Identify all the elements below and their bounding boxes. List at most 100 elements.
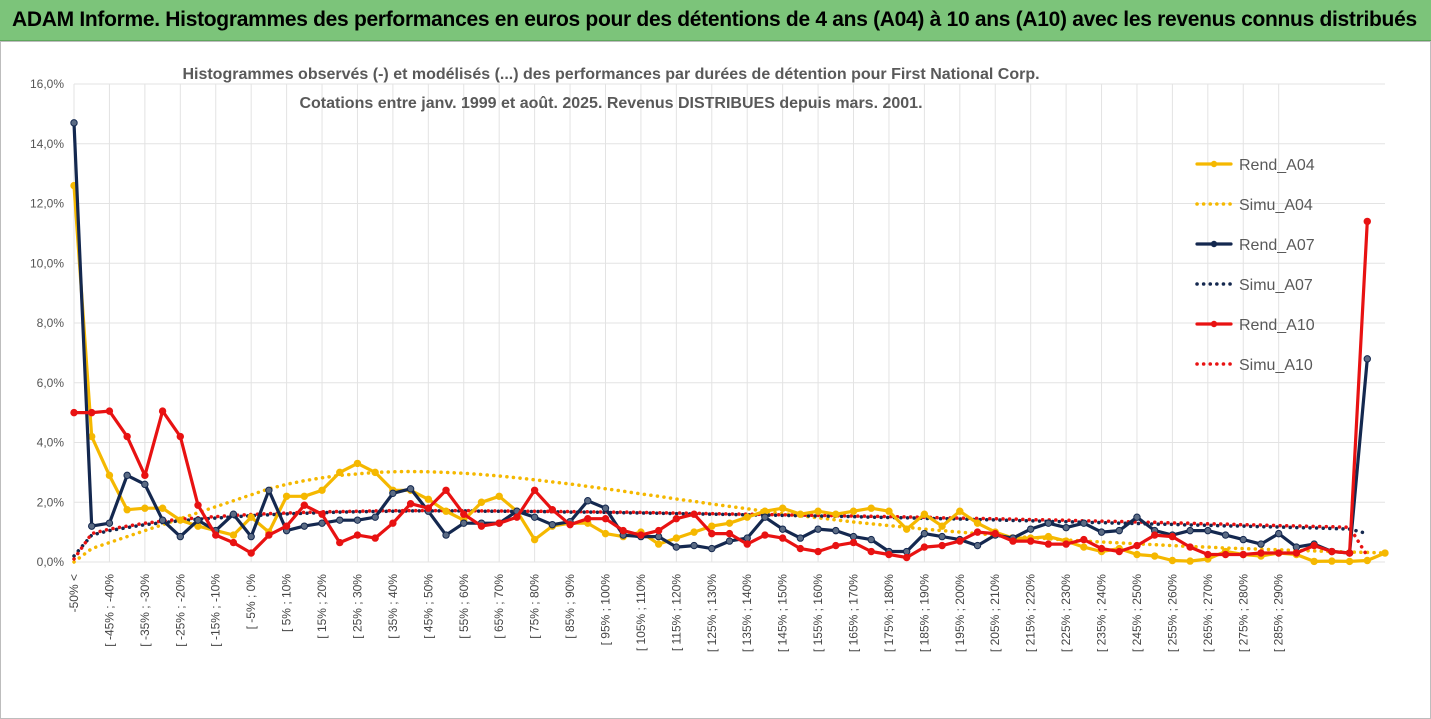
data-point <box>849 532 858 541</box>
legend-entry-simu-a10: Simu_A10 <box>1195 357 1313 374</box>
data-point <box>1292 543 1301 551</box>
data-point <box>938 541 946 550</box>
data-point <box>1168 532 1177 541</box>
y-tick-label: 12,0% <box>30 197 64 211</box>
chart-subtitle: Cotations entre janv. 1999 et août. 2025… <box>299 95 922 112</box>
x-tick-label: [ 235% ; 240% <box>1095 574 1109 652</box>
data-point <box>1239 550 1247 559</box>
data-point <box>1150 531 1159 539</box>
data-point <box>1097 528 1106 536</box>
data-point <box>796 510 805 518</box>
data-point <box>1257 549 1265 557</box>
data-point <box>247 549 255 557</box>
data-point <box>1044 532 1053 541</box>
data-point <box>1009 537 1017 545</box>
data-point <box>672 534 681 542</box>
data-point <box>123 506 131 514</box>
data-point <box>708 522 716 530</box>
data-point <box>229 538 238 547</box>
x-tick-label: [ -35% ; -30% <box>138 574 152 647</box>
data-point <box>460 510 468 518</box>
data-point <box>300 501 309 509</box>
x-tick-label: [ 25% ; 30% <box>350 574 364 639</box>
data-point <box>902 553 911 562</box>
chart-title: Histogrammes observés (-) et modélisés (… <box>182 66 1039 83</box>
legend-label: Rend_A07 <box>1239 237 1315 254</box>
report-header-banner: ADAM Informe. Histogrammes des performan… <box>0 0 1431 41</box>
data-point <box>300 492 309 500</box>
x-tick-label: [ 85% ; 90% <box>563 574 577 639</box>
data-point <box>477 522 486 530</box>
series-line <box>72 508 1370 561</box>
data-point <box>654 540 663 548</box>
data-point <box>991 529 999 538</box>
data-point <box>1363 355 1371 363</box>
data-point <box>495 519 503 527</box>
data-point <box>123 471 131 480</box>
legend-entry-simu-a04: Simu_A04 <box>1195 197 1313 214</box>
y-tick-label: 0,0% <box>37 555 65 569</box>
legend-marker <box>1210 240 1218 248</box>
data-point <box>796 544 805 553</box>
x-tick-label: [ 15% ; 20% <box>315 574 329 639</box>
data-point <box>1186 526 1194 535</box>
data-point <box>743 540 751 548</box>
report-title: ADAM Informe. Histogrammes des performan… <box>12 8 1417 31</box>
x-tick-label: [ 225% ; 230% <box>1059 574 1073 652</box>
data-point <box>1115 526 1123 535</box>
data-point <box>920 510 929 518</box>
x-tick-label: [ 135% ; 140% <box>740 574 754 652</box>
x-tick-label: [ 255% ; 260% <box>1165 574 1179 652</box>
data-point <box>1044 519 1053 527</box>
data-point <box>1097 544 1106 553</box>
legend-entry-simu-a07: Simu_A07 <box>1195 277 1313 294</box>
data-point <box>1310 541 1318 550</box>
data-point <box>725 519 734 527</box>
data-point <box>406 485 415 493</box>
series-simu-a10 <box>72 508 1370 561</box>
x-tick-label: [ 175% ; 180% <box>882 574 896 652</box>
x-tick-label: [ 125% ; 130% <box>705 574 719 652</box>
data-point <box>867 504 875 512</box>
data-point <box>176 532 184 541</box>
data-point <box>601 529 610 538</box>
data-point <box>88 432 96 441</box>
data-point <box>761 531 769 539</box>
data-point <box>406 500 415 508</box>
x-tick-label: [ -25% ; -20% <box>173 574 187 647</box>
x-tick-label: [ 55% ; 60% <box>457 574 471 639</box>
x-tick-label: [ 75% ; 80% <box>528 574 542 639</box>
legend-entry-rend-a04: Rend_A04 <box>1195 157 1315 174</box>
x-tick-label: [ 265% ; 270% <box>1201 574 1215 652</box>
series-rend-a07 <box>70 119 1371 557</box>
series-simu-a07 <box>72 509 1370 558</box>
data-point <box>708 544 716 553</box>
data-point <box>584 514 592 523</box>
data-point <box>477 498 486 506</box>
data-point <box>158 504 167 512</box>
data-point <box>1204 526 1212 535</box>
data-point <box>460 519 468 527</box>
data-point <box>938 522 946 530</box>
chart-axes: 0,0% 2,0% 4,0% 6,0% 8,0% 10,0% 12,0% 14,0% 16,0%… <box>30 77 1286 652</box>
x-tick-label: [ -5% ; 0% <box>244 574 258 630</box>
data-point <box>849 507 858 515</box>
performance-histogram-chart: 0,0% 2,0% 4,0% 6,0% 8,0% 10,0% 12,0% 14,0% 16,0%… <box>30 66 1389 652</box>
data-point <box>1328 547 1336 556</box>
x-tick-label: [ 65% ; 70% <box>492 574 506 639</box>
data-point <box>1080 543 1088 551</box>
data-point <box>867 547 875 556</box>
data-point <box>265 486 273 494</box>
series-line <box>72 219 1369 560</box>
x-tick-label: [ 95% ; 100% <box>598 574 612 646</box>
data-point <box>814 507 822 515</box>
data-point <box>442 531 450 539</box>
data-point <box>1062 523 1070 532</box>
x-tick-label: [ 275% ; 280% <box>1236 574 1250 652</box>
data-point <box>920 543 929 551</box>
data-point <box>1345 549 1354 557</box>
data-point <box>300 522 309 530</box>
data-point <box>105 471 114 480</box>
data-point <box>832 526 840 535</box>
data-point <box>1133 541 1141 550</box>
